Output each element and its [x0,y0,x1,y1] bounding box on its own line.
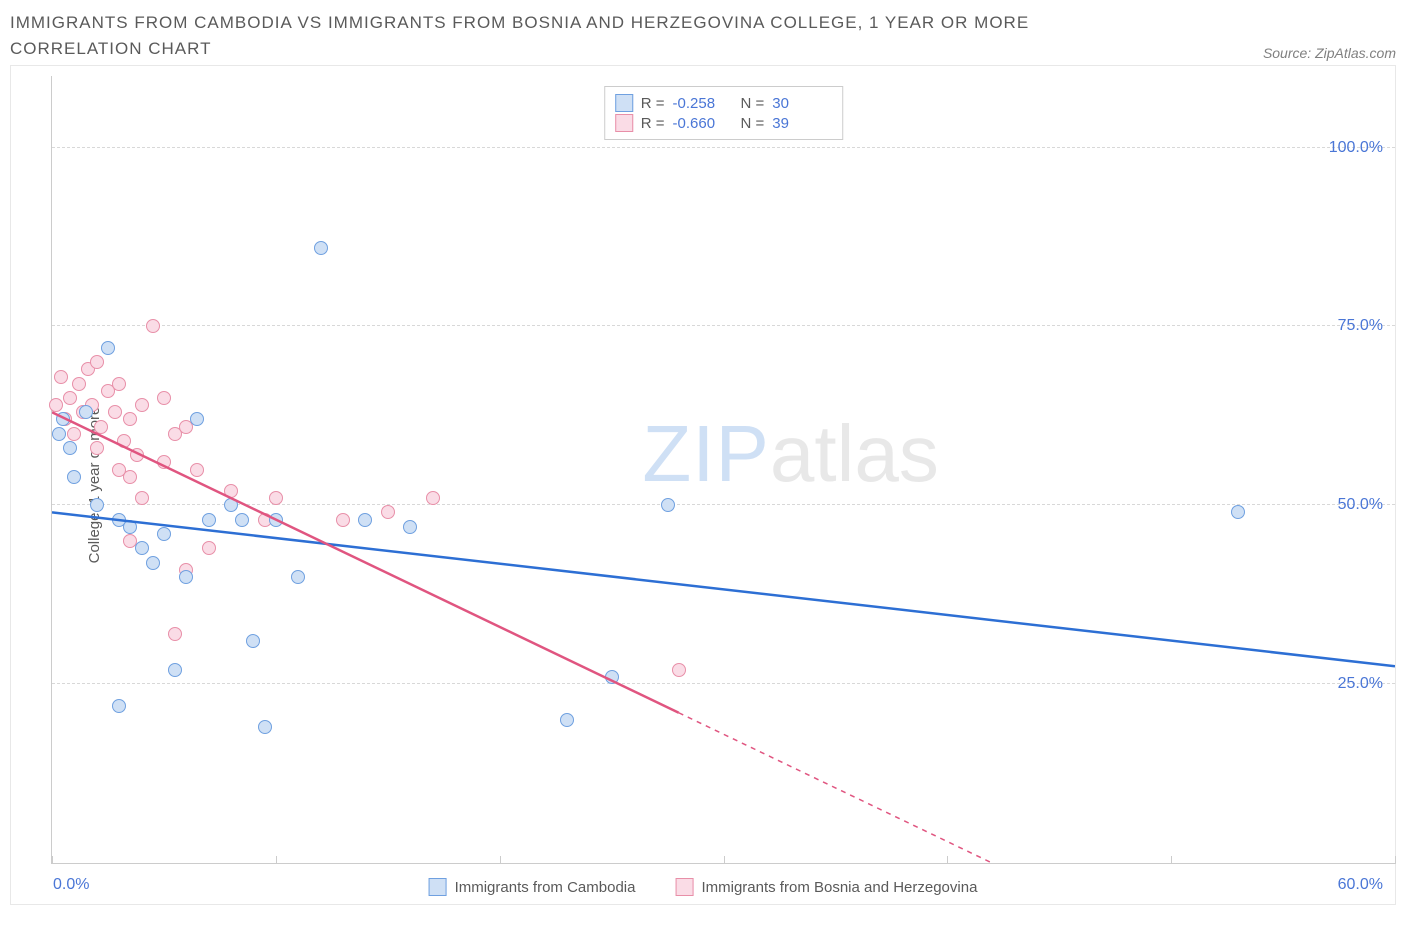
legend-item-series-1: Immigrants from Cambodia [429,878,636,896]
n-label: N = [741,95,765,112]
r-label: R = [641,115,665,132]
data-point [672,663,686,677]
data-point [112,377,126,391]
data-point [135,491,149,505]
data-point [52,427,66,441]
source-attribution: Source: ZipAtlas.com [1263,45,1396,61]
swatch-series-1 [429,878,447,896]
legend-row-series-1: R = -0.258 N = 30 [615,94,833,112]
data-point [157,391,171,405]
data-point [168,663,182,677]
data-point [426,491,440,505]
series-1-name: Immigrants from Cambodia [455,879,636,896]
data-point [224,498,238,512]
data-point [123,520,137,534]
x-tick-label-min: 0.0% [53,876,89,894]
data-point [135,541,149,555]
r-label: R = [641,95,665,112]
header-row: IMMIGRANTS FROM CAMBODIA VS IMMIGRANTS F… [10,10,1396,61]
data-point [190,463,204,477]
data-point [72,377,86,391]
data-point [661,498,675,512]
data-point [135,398,149,412]
data-point [336,513,350,527]
data-point [67,427,81,441]
data-point [291,570,305,584]
data-point [202,541,216,555]
data-point [224,484,238,498]
data-point [90,355,104,369]
n-value-2: 39 [772,115,832,132]
data-point [146,556,160,570]
data-point [269,513,283,527]
data-point [168,627,182,641]
data-point [190,412,204,426]
data-point [108,405,122,419]
series-2-name: Immigrants from Bosnia and Herzegovina [701,879,977,896]
swatch-series-1 [615,94,633,112]
data-point [560,713,574,727]
data-point [63,391,77,405]
data-point [130,448,144,462]
data-point [49,398,63,412]
data-point [146,319,160,333]
data-point [235,513,249,527]
points-layer [52,76,1395,863]
data-point [358,513,372,527]
data-point [101,341,115,355]
data-point [246,634,260,648]
data-point [123,412,137,426]
data-point [157,527,171,541]
data-point [67,470,81,484]
legend-item-series-2: Immigrants from Bosnia and Herzegovina [675,878,977,896]
x-tick-label-max: 60.0% [1338,876,1383,894]
data-point [79,405,93,419]
data-point [56,412,70,426]
data-point [381,505,395,519]
data-point [112,699,126,713]
data-point [54,370,68,384]
data-point [90,441,104,455]
swatch-series-2 [675,878,693,896]
data-point [314,241,328,255]
legend-row-series-2: R = -0.660 N = 39 [615,114,833,132]
chart-title: IMMIGRANTS FROM CAMBODIA VS IMMIGRANTS F… [10,10,1110,61]
r-value-1: -0.258 [673,95,733,112]
data-point [179,570,193,584]
n-label: N = [741,115,765,132]
data-point [605,670,619,684]
plot-inner: ZIPatlas R = -0.258 N = 30 R = -0.660 N … [51,76,1395,864]
data-point [157,455,171,469]
data-point [90,498,104,512]
data-point [63,441,77,455]
legend-correlation: R = -0.258 N = 30 R = -0.660 N = 39 [604,86,844,140]
swatch-series-2 [615,114,633,132]
r-value-2: -0.660 [673,115,733,132]
data-point [403,520,417,534]
data-point [269,491,283,505]
data-point [94,420,108,434]
x-tick [1395,856,1396,864]
data-point [258,720,272,734]
n-value-1: 30 [772,95,832,112]
chart-container: IMMIGRANTS FROM CAMBODIA VS IMMIGRANTS F… [10,10,1396,905]
plot-area: College, 1 year or more ZIPatlas R = -0.… [10,65,1396,905]
data-point [202,513,216,527]
data-point [112,463,126,477]
data-point [117,434,131,448]
legend-series: Immigrants from Cambodia Immigrants from… [429,878,978,896]
data-point [1231,505,1245,519]
